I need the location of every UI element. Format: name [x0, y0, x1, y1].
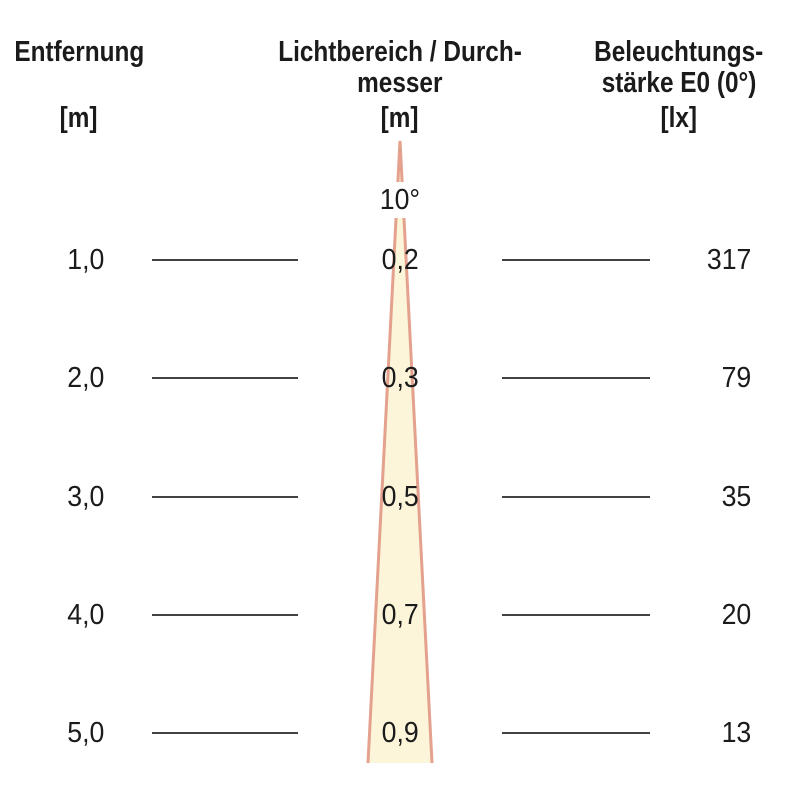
row-rule-left	[152, 259, 298, 261]
header-distance-unit: [m]	[60, 102, 98, 134]
row-rule-left	[152, 614, 298, 616]
header-diameter-line1: Lichtbereich / Durch-	[278, 36, 522, 68]
header-illuminance-line1: Beleuchtungs-	[594, 36, 764, 68]
header-distance-title: Entfernung	[2, 37, 157, 99]
row-rule-right	[502, 377, 650, 379]
row-rule-right	[502, 732, 650, 734]
header-diameter-unit: [m]	[381, 102, 419, 134]
header-distance-line1: Entfernung	[14, 36, 144, 68]
row-rule-right	[502, 259, 650, 261]
beam-angle-label: 10°	[300, 182, 500, 218]
diameter-value: 0,9	[381, 717, 419, 749]
illuminance-value: 13	[721, 717, 751, 749]
row-rule-right	[502, 614, 650, 616]
distance-value: 4,0	[66, 599, 104, 631]
distance-value: 1,0	[66, 244, 104, 276]
row-rule-left	[152, 496, 298, 498]
header-illuminance-title: Beleuchtungs- stärke E0 (0°)	[578, 37, 779, 99]
header-illuminance-unit: [lx]	[660, 102, 698, 134]
diameter-value: 0,7	[381, 599, 419, 631]
illuminance-value: 35	[721, 481, 751, 513]
header-diameter-line2: messer	[357, 67, 443, 99]
header-diameter-title: Lichtbereich / Durch- messer	[255, 37, 545, 99]
row-rule-right	[502, 496, 650, 498]
diameter-value: 0,3	[381, 362, 419, 394]
beam-angle-value: 10°	[372, 182, 428, 218]
beam-cone-icon	[366, 140, 434, 764]
illuminance-value: 79	[721, 362, 751, 394]
distance-value: 2,0	[66, 362, 104, 394]
illuminance-value: 317	[706, 244, 751, 276]
beam-cone-fill	[368, 141, 432, 763]
illuminance-value: 20	[721, 599, 751, 631]
row-rule-left	[152, 377, 298, 379]
beam-cone-edges	[366, 140, 434, 764]
header-illuminance-line2: stärke E0 (0°)	[601, 67, 757, 99]
distance-value: 5,0	[66, 717, 104, 749]
row-rule-left	[152, 732, 298, 734]
distance-value: 3,0	[66, 481, 104, 513]
diameter-value: 0,5	[381, 481, 419, 513]
diameter-value: 0,2	[381, 244, 419, 276]
